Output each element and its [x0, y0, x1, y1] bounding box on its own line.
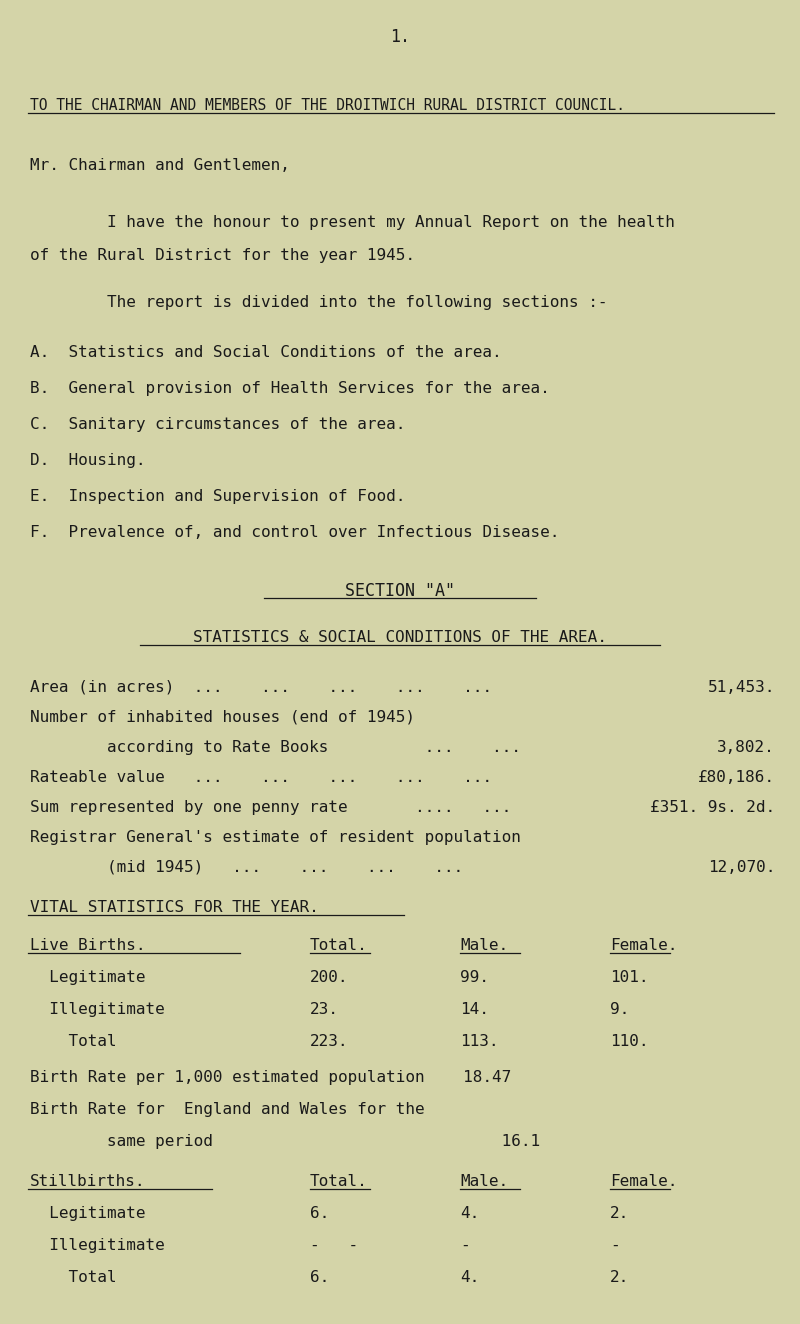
Text: Total.: Total. — [310, 1174, 368, 1189]
Text: Illegitimate: Illegitimate — [30, 1002, 165, 1017]
Text: 14.: 14. — [460, 1002, 489, 1017]
Text: 6.: 6. — [310, 1206, 330, 1221]
Text: Total: Total — [30, 1034, 117, 1049]
Text: 4.: 4. — [460, 1206, 479, 1221]
Text: D.  Housing.: D. Housing. — [30, 453, 146, 467]
Text: £80,186.: £80,186. — [698, 771, 775, 785]
Text: The report is divided into the following sections :-: The report is divided into the following… — [30, 295, 607, 310]
Text: Male.: Male. — [460, 937, 508, 953]
Text: Number of inhabited houses (end of 1945): Number of inhabited houses (end of 1945) — [30, 710, 415, 726]
Text: 12,070.: 12,070. — [708, 861, 775, 875]
Text: Male.: Male. — [460, 1174, 508, 1189]
Text: 9.: 9. — [610, 1002, 630, 1017]
Text: A.  Statistics and Social Conditions of the area.: A. Statistics and Social Conditions of t… — [30, 346, 502, 360]
Text: -: - — [460, 1238, 470, 1253]
Text: Female.: Female. — [610, 1174, 678, 1189]
Text: 23.: 23. — [310, 1002, 339, 1017]
Text: I have the honour to present my Annual Report on the health: I have the honour to present my Annual R… — [30, 214, 675, 230]
Text: Rateable value   ...    ...    ...    ...    ...: Rateable value ... ... ... ... ... — [30, 771, 492, 785]
Text: (mid 1945)   ...    ...    ...    ...: (mid 1945) ... ... ... ... — [30, 861, 463, 875]
Text: Illegitimate: Illegitimate — [30, 1238, 165, 1253]
Text: E.  Inspection and Supervision of Food.: E. Inspection and Supervision of Food. — [30, 489, 406, 504]
Text: SECTION "A": SECTION "A" — [345, 583, 455, 600]
Text: according to Rate Books          ...    ...: according to Rate Books ... ... — [30, 740, 521, 755]
Text: 2.: 2. — [610, 1270, 630, 1286]
Text: B.  General provision of Health Services for the area.: B. General provision of Health Services … — [30, 381, 550, 396]
Text: Total: Total — [30, 1270, 117, 1286]
Text: Female.: Female. — [610, 937, 678, 953]
Text: Registrar General's estimate of resident population: Registrar General's estimate of resident… — [30, 830, 521, 845]
Text: Total.: Total. — [310, 937, 368, 953]
Text: -: - — [610, 1238, 620, 1253]
Text: Live Births.: Live Births. — [30, 937, 146, 953]
Text: Legitimate: Legitimate — [30, 1206, 146, 1221]
Text: 2.: 2. — [610, 1206, 630, 1221]
Text: 113.: 113. — [460, 1034, 498, 1049]
Text: 1.: 1. — [390, 28, 410, 46]
Text: C.  Sanitary circumstances of the area.: C. Sanitary circumstances of the area. — [30, 417, 406, 432]
Text: Birth Rate for  England and Wales for the: Birth Rate for England and Wales for the — [30, 1102, 425, 1117]
Text: Sum represented by one penny rate       ....   ...: Sum represented by one penny rate .... .… — [30, 800, 511, 816]
Text: Legitimate: Legitimate — [30, 970, 146, 985]
Text: 223.: 223. — [310, 1034, 349, 1049]
Text: 51,453.: 51,453. — [708, 681, 775, 695]
Text: of the Rural District for the year 1945.: of the Rural District for the year 1945. — [30, 248, 415, 263]
Text: 4.: 4. — [460, 1270, 479, 1286]
Text: VITAL STATISTICS FOR THE YEAR.: VITAL STATISTICS FOR THE YEAR. — [30, 900, 318, 915]
Text: F.  Prevalence of, and control over Infectious Disease.: F. Prevalence of, and control over Infec… — [30, 526, 559, 540]
Text: £351. 9s. 2d.: £351. 9s. 2d. — [650, 800, 775, 816]
Text: same period                              16.1: same period 16.1 — [30, 1133, 540, 1149]
Text: 110.: 110. — [610, 1034, 649, 1049]
Text: -   -: - - — [310, 1238, 358, 1253]
Text: 101.: 101. — [610, 970, 649, 985]
Text: Stillbirths.: Stillbirths. — [30, 1174, 146, 1189]
Text: 200.: 200. — [310, 970, 349, 985]
Text: Area (in acres)  ...    ...    ...    ...    ...: Area (in acres) ... ... ... ... ... — [30, 681, 492, 695]
Text: TO THE CHAIRMAN AND MEMBERS OF THE DROITWICH RURAL DISTRICT COUNCIL.: TO THE CHAIRMAN AND MEMBERS OF THE DROIT… — [30, 98, 625, 113]
Text: 3,802.: 3,802. — [718, 740, 775, 755]
Text: Mr. Chairman and Gentlemen,: Mr. Chairman and Gentlemen, — [30, 158, 290, 173]
Text: STATISTICS & SOCIAL CONDITIONS OF THE AREA.: STATISTICS & SOCIAL CONDITIONS OF THE AR… — [193, 630, 607, 645]
Text: 6.: 6. — [310, 1270, 330, 1286]
Text: 99.: 99. — [460, 970, 489, 985]
Text: Birth Rate per 1,000 estimated population    18.47: Birth Rate per 1,000 estimated populatio… — [30, 1070, 511, 1084]
